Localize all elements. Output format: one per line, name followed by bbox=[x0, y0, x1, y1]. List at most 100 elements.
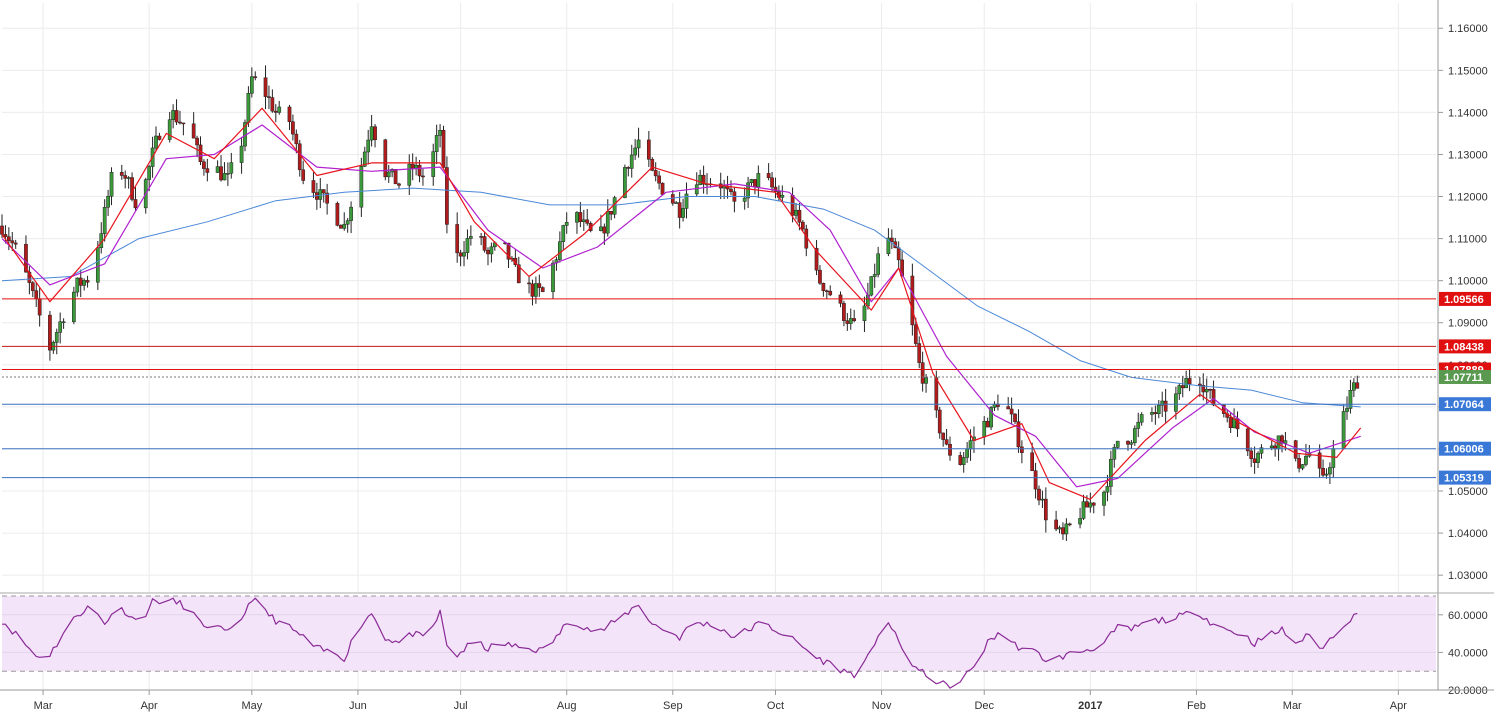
candle[interactable] bbox=[195, 135, 199, 158]
candle[interactable] bbox=[61, 318, 66, 329]
candle[interactable] bbox=[961, 452, 966, 473]
candle[interactable] bbox=[291, 114, 295, 141]
candle[interactable] bbox=[287, 104, 292, 131]
candle[interactable] bbox=[1009, 397, 1014, 424]
candle[interactable] bbox=[1136, 412, 1141, 438]
candle[interactable] bbox=[226, 162, 230, 186]
candle[interactable] bbox=[421, 168, 425, 186]
candle[interactable] bbox=[373, 123, 377, 148]
candle[interactable] bbox=[564, 212, 569, 234]
candle[interactable] bbox=[694, 172, 699, 197]
candle[interactable] bbox=[937, 406, 942, 439]
candle[interactable] bbox=[876, 246, 880, 278]
candle[interactable] bbox=[578, 202, 583, 228]
candle[interactable] bbox=[85, 275, 90, 288]
candle[interactable] bbox=[540, 286, 545, 293]
candle[interactable] bbox=[277, 100, 282, 115]
candle[interactable] bbox=[1030, 442, 1035, 471]
candle[interactable] bbox=[366, 129, 371, 165]
candle[interactable] bbox=[944, 428, 949, 446]
candle[interactable] bbox=[198, 136, 203, 166]
candle[interactable] bbox=[920, 351, 925, 392]
candle[interactable] bbox=[1112, 443, 1117, 468]
candle[interactable] bbox=[249, 67, 254, 98]
candle[interactable] bbox=[345, 218, 350, 233]
candle[interactable] bbox=[489, 242, 494, 263]
candle[interactable] bbox=[342, 212, 347, 231]
candle[interactable] bbox=[154, 126, 158, 152]
candle[interactable] bbox=[157, 132, 162, 141]
candle[interactable] bbox=[1006, 397, 1011, 410]
candle[interactable] bbox=[469, 225, 473, 246]
candle[interactable] bbox=[119, 164, 124, 180]
candle[interactable] bbox=[1293, 439, 1298, 462]
candle[interactable] bbox=[852, 309, 857, 323]
candle[interactable] bbox=[1348, 379, 1353, 414]
candle[interactable] bbox=[311, 172, 316, 198]
candle[interactable] bbox=[1016, 409, 1021, 453]
candle[interactable] bbox=[681, 198, 685, 222]
candle[interactable] bbox=[910, 263, 915, 336]
candle[interactable] bbox=[869, 276, 874, 297]
candle[interactable] bbox=[1187, 368, 1192, 392]
candle[interactable] bbox=[623, 164, 627, 199]
candle[interactable] bbox=[123, 170, 128, 189]
candle[interactable] bbox=[205, 158, 210, 182]
candle[interactable] bbox=[1211, 380, 1216, 407]
candle[interactable] bbox=[362, 146, 367, 168]
candle[interactable] bbox=[684, 182, 689, 219]
candle[interactable] bbox=[1078, 507, 1082, 529]
candle[interactable] bbox=[1256, 451, 1260, 468]
candle[interactable] bbox=[1249, 447, 1254, 468]
candle[interactable] bbox=[321, 189, 326, 203]
candle[interactable] bbox=[629, 144, 634, 178]
candle[interactable] bbox=[174, 99, 179, 126]
candle[interactable] bbox=[766, 163, 771, 181]
candle[interactable] bbox=[653, 162, 658, 182]
candle[interactable] bbox=[1054, 510, 1058, 532]
candle[interactable] bbox=[58, 312, 63, 344]
candle[interactable] bbox=[646, 130, 651, 167]
candle[interactable] bbox=[445, 156, 449, 234]
candle[interactable] bbox=[636, 127, 641, 158]
candle[interactable] bbox=[1091, 502, 1096, 514]
candle[interactable] bbox=[95, 241, 100, 290]
candle[interactable] bbox=[1132, 425, 1137, 446]
candle[interactable] bbox=[1102, 490, 1106, 516]
candle[interactable] bbox=[178, 110, 182, 125]
candle[interactable] bbox=[482, 231, 487, 253]
candle[interactable] bbox=[1115, 440, 1120, 449]
candle[interactable] bbox=[318, 178, 323, 209]
candle[interactable] bbox=[701, 165, 706, 194]
candle[interactable] bbox=[1328, 462, 1332, 485]
candle[interactable] bbox=[6, 227, 11, 251]
candle[interactable] bbox=[1177, 383, 1182, 400]
candle[interactable] bbox=[1033, 462, 1038, 499]
candle[interactable] bbox=[561, 224, 566, 251]
candle[interactable] bbox=[1198, 377, 1202, 397]
candle[interactable] bbox=[1324, 468, 1329, 479]
candle[interactable] bbox=[633, 139, 638, 160]
candle[interactable] bbox=[1156, 400, 1161, 419]
candle[interactable] bbox=[393, 169, 398, 185]
candle[interactable] bbox=[431, 143, 436, 186]
candle[interactable] bbox=[462, 241, 466, 267]
candle[interactable] bbox=[359, 157, 364, 217]
candle[interactable] bbox=[558, 231, 562, 263]
candle[interactable] bbox=[383, 138, 388, 181]
candle[interactable] bbox=[72, 286, 76, 325]
candle[interactable] bbox=[109, 167, 114, 206]
candle[interactable] bbox=[989, 406, 993, 431]
candle[interactable] bbox=[48, 310, 52, 361]
candle[interactable] bbox=[889, 229, 894, 250]
candle[interactable] bbox=[527, 275, 531, 294]
candle[interactable] bbox=[818, 265, 822, 285]
candle[interactable] bbox=[202, 159, 206, 176]
candle[interactable] bbox=[229, 152, 234, 179]
candle[interactable] bbox=[1105, 474, 1110, 502]
candle[interactable] bbox=[1259, 444, 1264, 459]
candle[interactable] bbox=[222, 162, 227, 181]
candle[interactable] bbox=[106, 189, 110, 216]
candle[interactable] bbox=[650, 157, 655, 172]
